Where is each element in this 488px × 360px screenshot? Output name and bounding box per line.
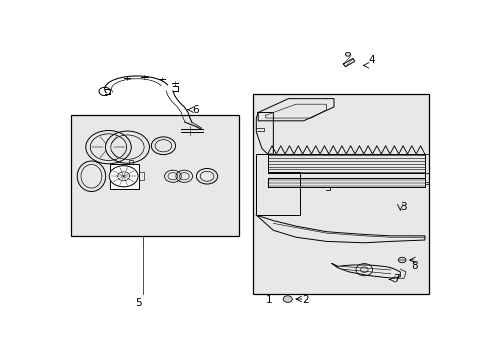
Text: 4: 4	[367, 55, 374, 65]
Text: 1: 1	[265, 296, 272, 305]
Text: 8: 8	[411, 261, 417, 270]
Bar	[110, 164, 139, 189]
Text: 5: 5	[135, 298, 142, 308]
Text: 2: 2	[301, 296, 308, 305]
Text: 3: 3	[400, 202, 406, 212]
Circle shape	[283, 296, 292, 302]
Circle shape	[109, 166, 138, 187]
Circle shape	[398, 257, 405, 263]
Text: 6: 6	[191, 105, 198, 115]
Bar	[70, 115, 239, 236]
Circle shape	[345, 52, 350, 56]
Text: 7: 7	[392, 274, 399, 284]
Bar	[252, 94, 428, 294]
